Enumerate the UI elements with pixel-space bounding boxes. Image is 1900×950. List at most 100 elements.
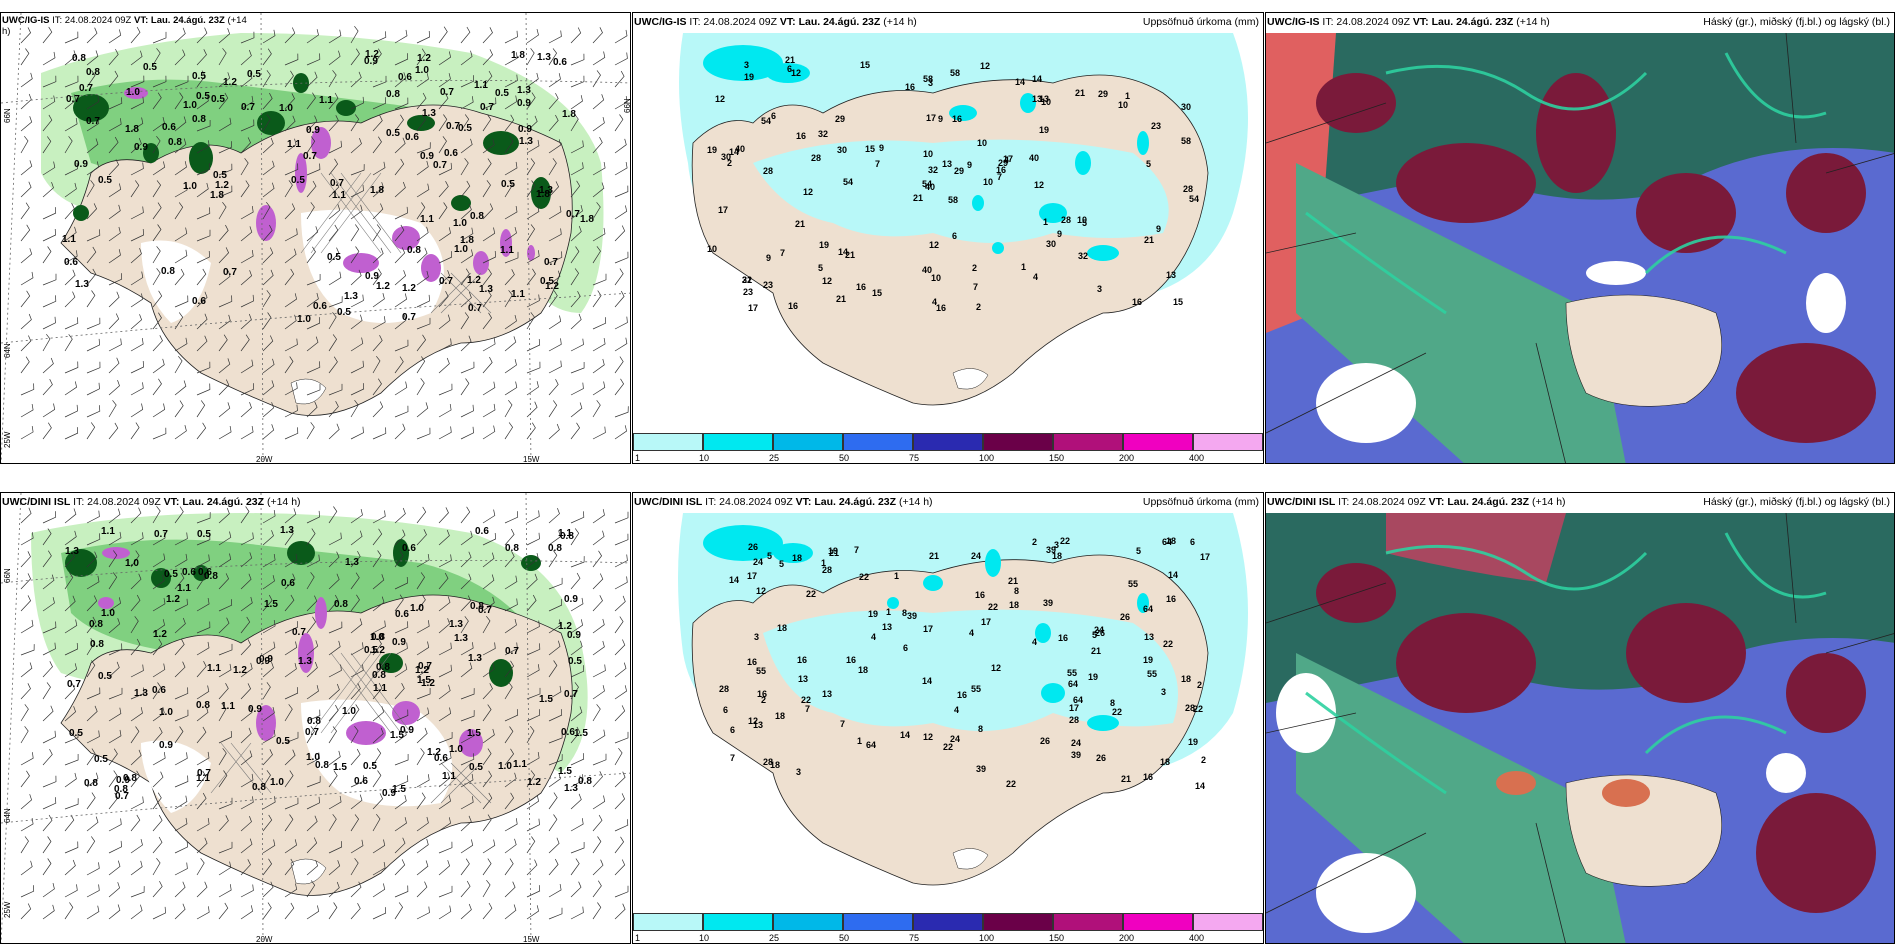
wind-barb (240, 750, 253, 766)
wind-barb (86, 687, 101, 700)
wind-barb (108, 97, 123, 110)
wind-barb (350, 594, 360, 612)
wind-barb (306, 554, 320, 568)
wind-barb (42, 836, 52, 854)
map-value-label: 64 (1073, 695, 1083, 705)
map-value-label: 7 (973, 282, 978, 292)
wind-barb (592, 381, 606, 396)
map-value-label: 7 (780, 248, 785, 258)
wind-barb (20, 903, 32, 920)
wind-barb (460, 158, 469, 176)
map-value-label: 1.2 (417, 53, 431, 64)
wind-barb (504, 818, 518, 832)
wind-barb (328, 664, 342, 678)
map-value-label: 55 (971, 684, 981, 694)
wind-barb (592, 618, 605, 634)
wind-barb (328, 551, 340, 568)
wind-barb (592, 337, 606, 352)
wind-barb (240, 294, 254, 308)
wind-barb (130, 726, 140, 744)
wind-barb (240, 359, 254, 374)
wind-barb (130, 532, 144, 546)
wind-barb (262, 707, 275, 722)
wind-barb (174, 184, 188, 198)
wind-barb (196, 27, 208, 44)
wind-barb (108, 661, 120, 678)
map-value-label: 21 (1008, 576, 1018, 586)
wind-barb (284, 814, 294, 832)
wind-barb (460, 335, 472, 352)
wind-barb (86, 246, 97, 264)
map-value-label: 32 (818, 129, 828, 139)
wind-barb (64, 642, 78, 656)
wind-barb (152, 75, 167, 88)
wind-barb (86, 268, 97, 286)
wind-barb (108, 204, 121, 220)
wind-barb (592, 227, 606, 242)
map-value-label: 0.9 (259, 654, 273, 665)
wind-barb (196, 207, 211, 220)
map-value-label: 15 (1173, 297, 1183, 307)
wind-barb (526, 725, 535, 744)
wind-barb (86, 229, 101, 242)
map-value-label: 39 (907, 611, 917, 621)
wind-barb (284, 27, 296, 44)
wind-barb (152, 857, 161, 876)
wind-barb (438, 136, 447, 154)
wind-barb (592, 704, 601, 722)
wind-barb (526, 48, 535, 66)
map-value-label: 1.3 (537, 52, 551, 63)
map-value-label: 17 (718, 205, 728, 215)
wind-barb (350, 399, 359, 418)
wind-barb (240, 683, 252, 700)
map-value-label: 0.5 (458, 123, 472, 134)
wind-barb (350, 572, 360, 590)
wind-barb (350, 618, 363, 634)
wind-barb (570, 906, 584, 920)
wind-barb (20, 426, 34, 440)
wind-barb (328, 532, 342, 546)
wind-barb (196, 422, 207, 440)
wind-barb (152, 290, 163, 308)
wind-barb (306, 274, 321, 286)
wind-barb (460, 50, 473, 66)
wind-barb (570, 726, 581, 744)
wind-barb (284, 883, 298, 898)
wind-barb (350, 839, 364, 854)
map-value-label: 18 (858, 665, 868, 675)
wind-barb (64, 663, 77, 678)
wind-barb (284, 70, 294, 88)
wind-barb (20, 551, 31, 568)
legend-swatch (1123, 913, 1193, 931)
wind-barb (592, 771, 603, 788)
wind-barb (482, 814, 492, 832)
wind-barb (108, 48, 119, 66)
wind-barb (394, 423, 406, 440)
wind-barb (218, 314, 231, 330)
wind-barb (262, 224, 273, 242)
map-value-label: 0.7 (67, 679, 81, 690)
wind-barb (174, 638, 185, 656)
wind-barb (548, 837, 560, 854)
map-value-label: 0.9 (567, 630, 581, 641)
map-value-label: 16 (796, 131, 806, 141)
wind-barb (130, 96, 144, 110)
wind-barb (438, 841, 453, 854)
wind-barb (174, 355, 183, 374)
wind-barb (372, 770, 382, 788)
map-value-label: 0.9 (159, 740, 173, 751)
wind-barb (284, 839, 297, 854)
map-value-label: 40 (922, 265, 932, 275)
wind-barb (350, 794, 363, 810)
wind-barb (130, 886, 145, 898)
wind-barb (482, 250, 496, 264)
map-value-label: 1.0 (415, 65, 429, 76)
wind-barb (350, 725, 359, 744)
wind-barb (240, 206, 254, 220)
map-value-label: 0.5 (501, 179, 515, 190)
map-value-label: 0.7 (440, 87, 454, 98)
wind-barb (174, 425, 187, 440)
map-value-label: 1.2 (233, 665, 247, 676)
wind-barb (614, 406, 629, 418)
map-value-label: 21 (929, 551, 939, 561)
